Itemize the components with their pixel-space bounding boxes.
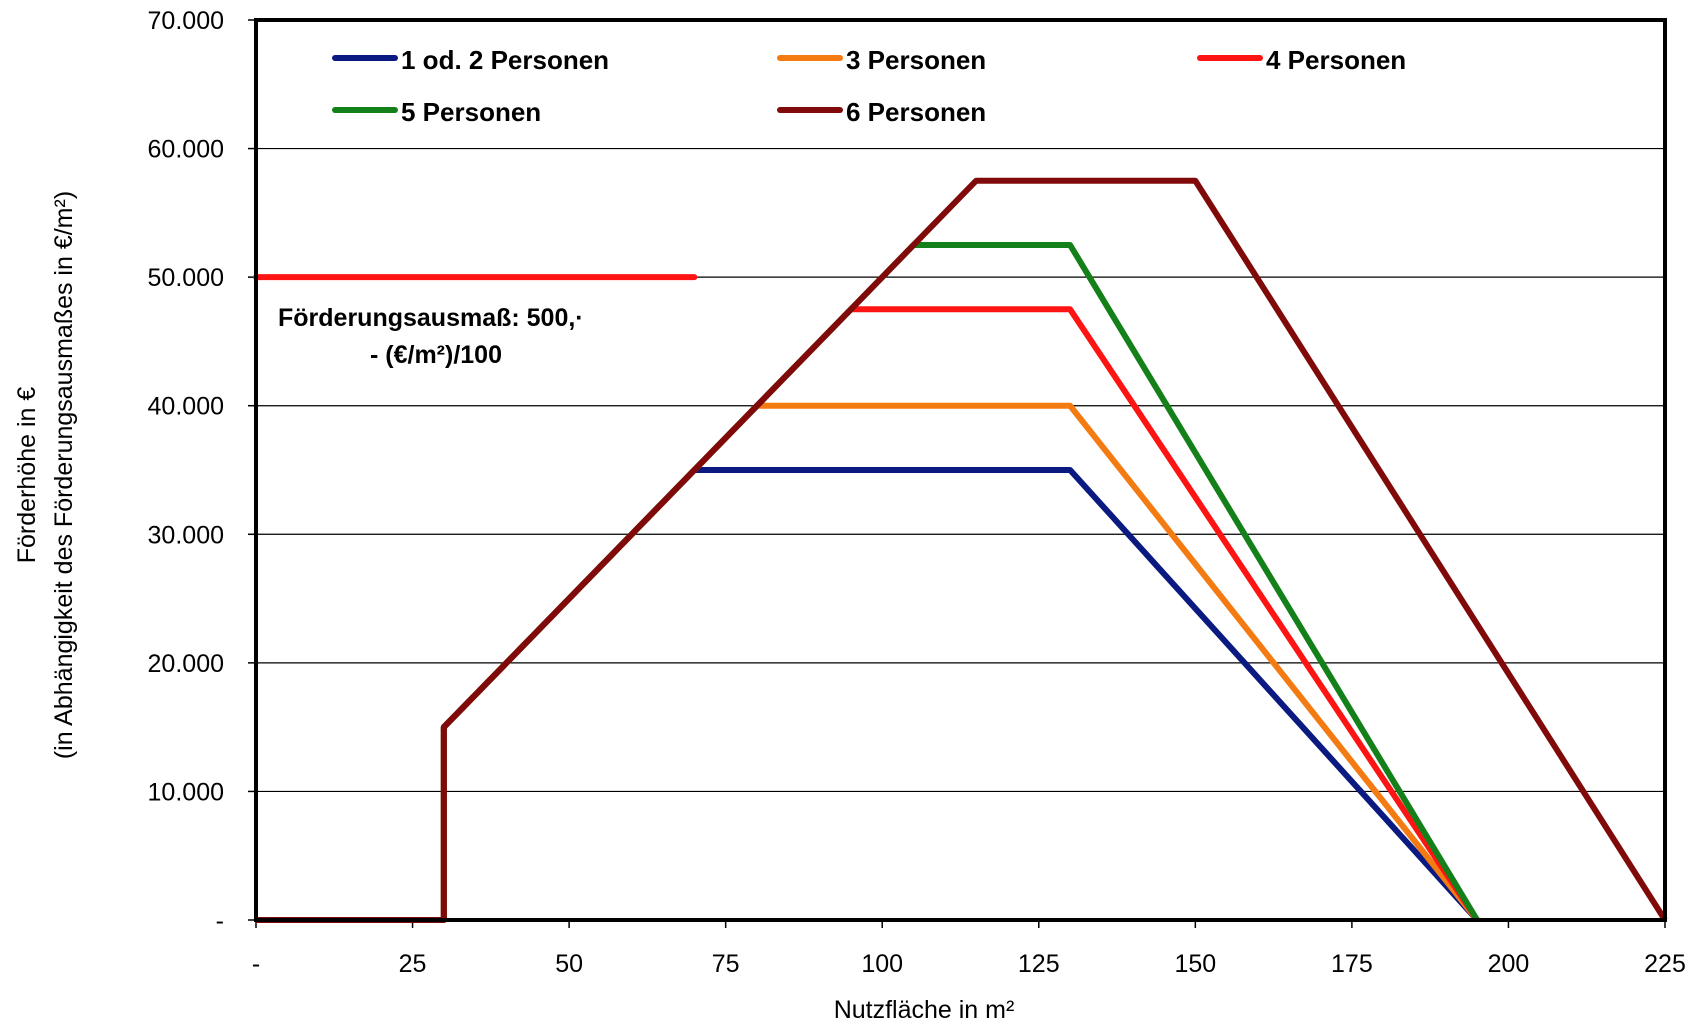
legend-label: 6 Personen (846, 97, 986, 127)
plot-frame (254, 18, 1667, 922)
y-axis-title-line-2: (in Abhängigkeit des Förderungsausmaßes … (50, 191, 78, 759)
x-tick-label: 125 (1018, 950, 1060, 978)
x-tick-label: 25 (399, 950, 427, 978)
y-tick-label: 40.000 (148, 393, 224, 421)
legend: 1 od. 2 Personen 3 Personen 4 Personen 5 Pe… (332, 45, 1406, 127)
legend-label: 3 Personen (846, 45, 986, 75)
x-tick-label: 100 (861, 950, 903, 978)
y-tick-label: 60.000 (148, 136, 224, 164)
x-tick-label: 50 (555, 950, 583, 978)
y-tick-label: 20.000 (148, 650, 224, 678)
x-axis-title: Nutzfläche in m² (834, 996, 1015, 1024)
y-tick-label: 50.000 (148, 264, 224, 292)
y-tick-label: 70.000 (148, 7, 224, 35)
x-tick-label: 225 (1644, 950, 1686, 978)
x-tick-label: 75 (712, 950, 740, 978)
legend-label: 4 Personen (1266, 45, 1406, 75)
y-axis: - 10.000 20.000 30.000 40.000 50.000 60.000 70.… (148, 7, 256, 935)
legend-label: 1 od. 2 Personen (401, 45, 609, 75)
series-lines (256, 177, 1668, 923)
x-tick-label: 150 (1174, 950, 1216, 978)
series-line (256, 467, 1480, 923)
series-line (256, 177, 1668, 923)
annotation-line-2: - (€/m²)/100 (370, 341, 502, 369)
legend-label: 5 Personen (401, 97, 541, 127)
annotation-line-1: Förderungsausmaß: 500,· (278, 304, 584, 332)
y-tick-label: 30.000 (148, 521, 224, 549)
y-tick-label: - (216, 907, 224, 935)
y-tick-label: 10.000 (148, 778, 224, 806)
x-tick-label: - (252, 950, 260, 978)
x-tick-label: 200 (1488, 950, 1530, 978)
y-axis-title-line-1: Förderhöhe in € (13, 387, 41, 564)
x-tick-label: 175 (1331, 950, 1373, 978)
x-axis: - 25 50 75 100 125 150 175 200 225 (252, 920, 1686, 978)
